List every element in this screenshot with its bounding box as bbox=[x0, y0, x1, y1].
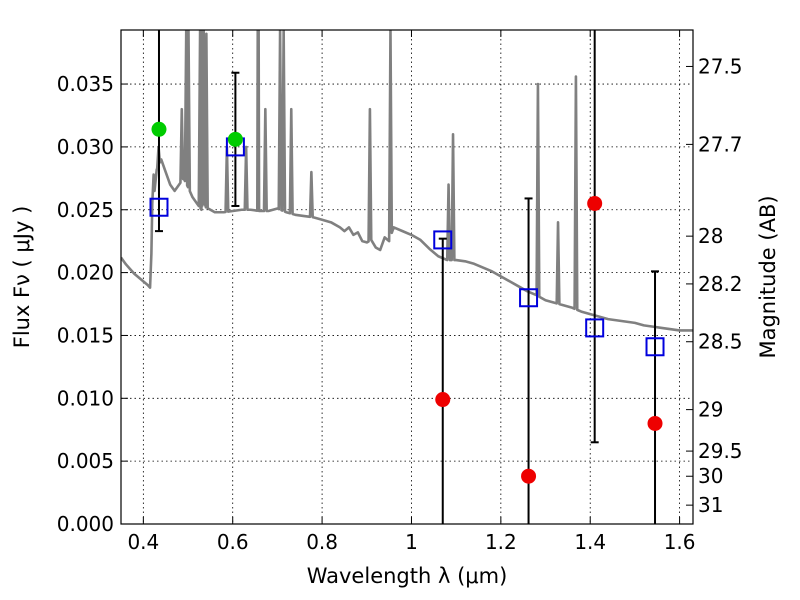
non-detection-point bbox=[435, 392, 451, 408]
y-tick-label: 0.025 bbox=[57, 198, 114, 222]
right-tick-label: 28.5 bbox=[698, 330, 743, 354]
detection-point bbox=[227, 131, 243, 147]
model-photometry-square bbox=[645, 337, 665, 357]
x-tick-label: 1.4 bbox=[574, 530, 606, 554]
y-tick-label: 0.020 bbox=[57, 261, 114, 285]
right-tick-label: 29.5 bbox=[698, 439, 743, 463]
x-tick-label: 0.6 bbox=[217, 530, 249, 554]
plot-area bbox=[121, 30, 693, 524]
tick-labels: 0.4 0.6 0.8 1 1.2 1.4 1.6 0.000 0.005 0.010 0.015 0… bbox=[57, 54, 743, 554]
y-tick-label: 0.005 bbox=[57, 449, 114, 473]
y-tick-label: 0.035 bbox=[57, 72, 114, 96]
y-axis-label: Flux Fν ( μJy ) bbox=[10, 206, 34, 349]
model-spectrum-line bbox=[121, 30, 693, 332]
x-tick-label: 1 bbox=[405, 530, 418, 554]
right-tick-label: 27.7 bbox=[698, 132, 743, 156]
x-axis-label: Wavelength λ (μm) bbox=[307, 564, 508, 588]
ticks bbox=[121, 30, 693, 525]
model-photometry-square bbox=[433, 230, 453, 250]
y-tick-label: 0.010 bbox=[57, 386, 114, 410]
x-tick-label: 0.4 bbox=[127, 530, 159, 554]
non-detection-point bbox=[647, 415, 663, 431]
plot-frame bbox=[120, 29, 694, 525]
y-tick-label: 0.015 bbox=[57, 323, 114, 347]
y-tick-label: 0.000 bbox=[57, 512, 114, 536]
right-axis-label: Magnitude (AB) bbox=[756, 195, 780, 358]
right-tick-label: 30 bbox=[698, 464, 723, 488]
model-photometry-square bbox=[149, 197, 169, 217]
model-photometry-square bbox=[519, 288, 539, 308]
detection-point bbox=[151, 121, 167, 137]
right-tick-label: 29 bbox=[698, 398, 723, 422]
x-tick-label: 1.6 bbox=[664, 530, 696, 554]
right-tick-label: 31 bbox=[698, 493, 723, 517]
model-photometry-square bbox=[585, 318, 605, 338]
right-tick-label: 27.5 bbox=[698, 54, 743, 78]
x-tick-label: 0.8 bbox=[306, 530, 338, 554]
right-tick-label: 28.2 bbox=[698, 272, 743, 296]
non-detection-point bbox=[587, 195, 603, 211]
y-tick-label: 0.030 bbox=[57, 135, 114, 159]
x-tick-label: 1.2 bbox=[485, 530, 517, 554]
right-tick-label: 28 bbox=[698, 224, 723, 248]
non-detection-point bbox=[521, 468, 537, 484]
